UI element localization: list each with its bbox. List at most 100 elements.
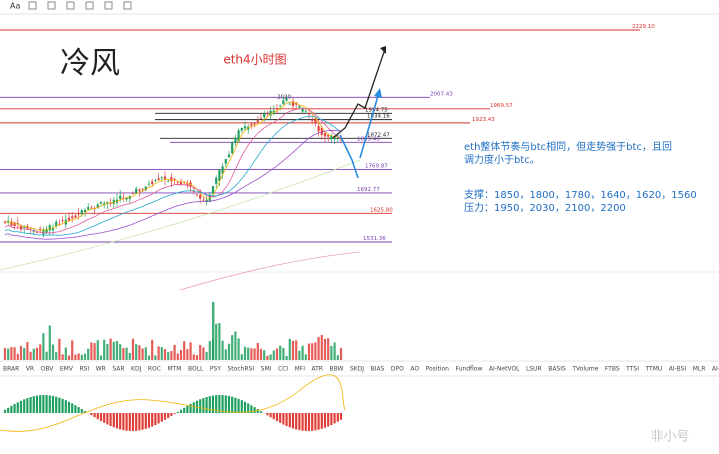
volume-bar xyxy=(154,355,157,360)
indicator-tab[interactable]: FTBS xyxy=(605,366,620,373)
macd-bar xyxy=(240,400,243,413)
volume-bar xyxy=(157,346,160,360)
volume-bar xyxy=(173,344,176,360)
indicator-tab[interactable]: RSI xyxy=(79,366,89,373)
macd-bar xyxy=(141,413,144,430)
indicator-tab[interactable]: BIAS xyxy=(371,366,385,373)
candle-body xyxy=(285,98,288,101)
volume-bar xyxy=(250,348,253,360)
macd-bar xyxy=(147,413,151,428)
price-level-label: 2229.10 xyxy=(632,24,655,30)
toolbar-icon[interactable] xyxy=(104,1,113,10)
volume-bar xyxy=(195,355,199,360)
candle-body xyxy=(237,130,240,142)
macd-bar xyxy=(26,398,29,413)
indicator-tab[interactable]: Fundflow xyxy=(455,366,482,373)
volume-bar xyxy=(320,334,323,360)
indicator-tab[interactable]: PSY xyxy=(210,366,221,373)
macd-bar xyxy=(106,413,109,425)
macd-bar xyxy=(135,413,138,431)
volume-bar xyxy=(23,347,26,360)
macd-bar xyxy=(314,413,317,431)
indicator-tab[interactable]: BASIS xyxy=(548,366,566,373)
macd-bar xyxy=(173,413,176,414)
candle-body xyxy=(87,207,90,210)
volume-bar xyxy=(227,343,231,360)
volume-bar xyxy=(151,339,154,360)
volume-bar xyxy=(339,348,343,360)
macd-bar xyxy=(51,395,55,413)
indicator-tab[interactable]: EMV xyxy=(60,366,74,373)
indicator-tab[interactable]: OBV xyxy=(41,366,55,373)
indicator-tab[interactable]: TVolume xyxy=(571,366,598,373)
toolbar-icon[interactable] xyxy=(123,1,132,10)
macd-bar xyxy=(291,413,295,429)
indicator-tab[interactable]: CCI xyxy=(278,366,288,373)
candle-body xyxy=(35,231,39,233)
indicator-tab[interactable]: BOLL xyxy=(188,366,204,373)
indicator-tab[interactable]: BBW xyxy=(329,366,343,373)
macd-bar xyxy=(151,413,154,427)
volume-bar xyxy=(231,335,234,360)
candle-body xyxy=(64,219,67,225)
indicator-tab[interactable]: MFI xyxy=(295,366,306,373)
indicator-tab[interactable]: WR xyxy=(96,366,106,373)
indicator-tab[interactable]: VR xyxy=(26,366,34,373)
volume-bar xyxy=(330,345,333,360)
price-level-label: 1934.16 xyxy=(367,114,390,120)
volume-bar xyxy=(170,351,173,360)
volume-bar xyxy=(71,340,74,360)
volume-bar xyxy=(224,349,227,360)
indicator-tab[interactable]: SAR xyxy=(112,366,124,373)
candle-body xyxy=(112,199,115,204)
macd-bar xyxy=(90,413,93,416)
indicator-tab[interactable]: TTMU xyxy=(644,366,662,373)
macd-bar xyxy=(77,407,80,413)
forecast-arrow xyxy=(332,51,385,139)
candle-body xyxy=(151,181,154,184)
volume-bar xyxy=(138,345,141,360)
indicator-tab[interactable]: MTM xyxy=(167,366,181,373)
candle-body xyxy=(317,126,320,132)
indicator-tab[interactable]: AO xyxy=(410,366,419,373)
macd-bar xyxy=(157,413,160,424)
indicator-tab[interactable]: BRAR xyxy=(3,366,19,373)
macd-bar xyxy=(339,413,343,420)
toolbar-icon[interactable] xyxy=(66,1,75,10)
indicator-tab[interactable]: AI-NetVOL xyxy=(489,366,520,373)
toolbar-icon[interactable] xyxy=(47,1,56,10)
indicator-tab[interactable]: LSUR xyxy=(526,366,542,373)
indicator-tab[interactable]: AI-FDI xyxy=(712,366,719,373)
indicator-tab[interactable]: ATR xyxy=(312,366,323,373)
macd-bar xyxy=(199,399,202,413)
volume-bar xyxy=(237,338,240,360)
indicator-tab[interactable]: MLR xyxy=(693,366,706,373)
indicator-tab[interactable]: SKDJ xyxy=(350,366,364,373)
macd-bar xyxy=(186,405,189,413)
font-button[interactable]: Aa xyxy=(10,2,20,11)
toolbar-icon[interactable] xyxy=(28,1,37,10)
indicator-tab[interactable]: AI-BSI xyxy=(669,366,687,373)
candle-body xyxy=(55,221,58,227)
indicator-tab[interactable]: Position xyxy=(426,366,450,373)
candle-body xyxy=(266,113,269,115)
indicator-tab[interactable]: StochRSI xyxy=(227,366,254,373)
volume-bar xyxy=(304,354,307,360)
indicator-tab[interactable]: DPO xyxy=(391,366,404,373)
candle-body xyxy=(131,193,135,195)
candle-body xyxy=(186,183,189,185)
volume-bar xyxy=(51,344,55,360)
candle-body xyxy=(71,216,74,219)
indicator-tab[interactable]: ROC xyxy=(148,366,161,373)
candle-body xyxy=(77,212,80,215)
support-note: 支撑：1850，1800，1780，1640，1620，1560 xyxy=(464,188,697,201)
indicator-tab[interactable]: SMI xyxy=(261,366,272,373)
volume-bar xyxy=(202,347,205,360)
indicator-tab[interactable]: KDJ xyxy=(131,366,142,373)
toolbar-icon[interactable] xyxy=(85,1,94,10)
indicator-tab[interactable]: TTSI xyxy=(625,366,639,373)
candle-body xyxy=(173,178,176,180)
volume-bar xyxy=(55,352,58,360)
macd-bar xyxy=(125,413,128,431)
volume-bar xyxy=(269,354,272,360)
